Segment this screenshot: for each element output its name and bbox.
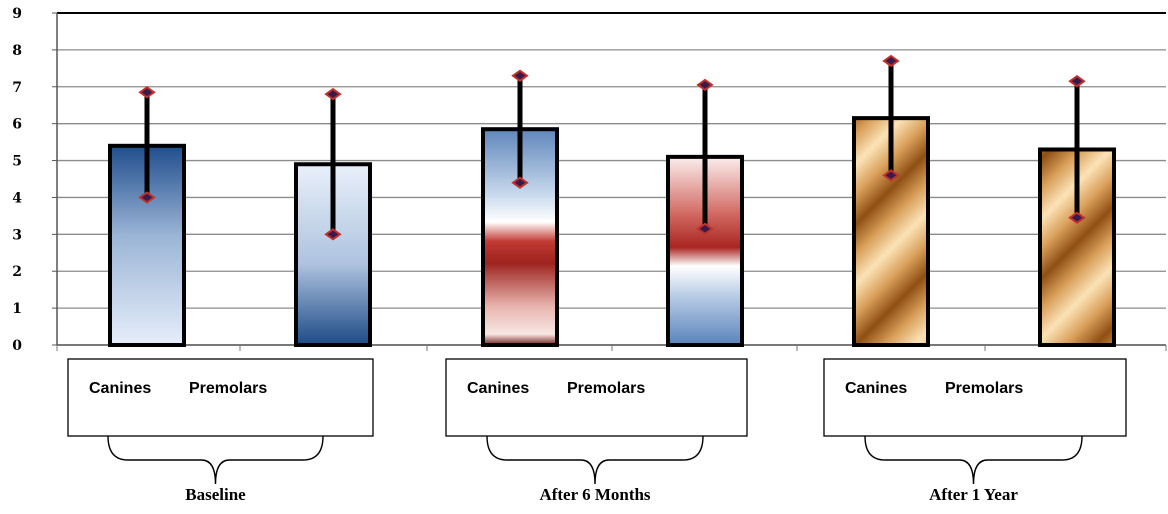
group-brace <box>486 435 704 485</box>
group-label: After 1 Year <box>929 485 1018 504</box>
error-bar-cap-marker <box>138 86 156 99</box>
y-tick-label: 7 <box>12 80 22 96</box>
error-bar-cap-marker <box>882 54 900 68</box>
y-tick-label: 2 <box>12 264 22 280</box>
error-bar-cap-marker <box>882 169 900 182</box>
legend-label-canines: Canines <box>845 380 907 397</box>
legend-label-canines: Canines <box>467 380 529 397</box>
legend-label-premolars: Premolars <box>189 380 267 397</box>
group-label: Baseline <box>185 485 246 504</box>
error-bar-cap-marker <box>324 228 342 241</box>
y-tick-label: 5 <box>12 154 22 170</box>
bars <box>108 54 1116 347</box>
error-bar-cap-marker <box>511 69 529 82</box>
y-tick-label: 9 <box>12 6 22 22</box>
error-bar-cap-marker <box>1068 211 1086 224</box>
error-bar-cap-marker <box>696 78 714 92</box>
y-tick-label: 4 <box>12 190 22 206</box>
error-bar-cap-marker <box>696 222 714 236</box>
y-tick-label: 8 <box>12 43 22 59</box>
error-bar-cap-marker <box>1068 75 1086 88</box>
group-legend-box <box>823 358 1127 437</box>
error-bar-cap-marker <box>138 191 156 204</box>
y-axis: 0 1 2 3 4 5 6 7 8 9 <box>12 6 1167 354</box>
group-legends: Canines Premolars Baseline Canines Premolars… <box>67 358 1127 504</box>
group-brace <box>107 435 324 485</box>
y-tick-label: 6 <box>12 117 22 133</box>
group-legend-box <box>445 358 748 437</box>
grid-lines <box>57 12 1166 346</box>
group-label: After 6 Months <box>539 485 650 504</box>
group-brace <box>864 435 1083 485</box>
legend-label-premolars: Premolars <box>567 380 645 397</box>
error-bar-cap-marker <box>511 176 529 189</box>
group-legend-box <box>67 358 374 437</box>
y-tick-label: 3 <box>12 227 22 243</box>
y-tick-label: 0 <box>12 338 22 354</box>
y-tick-label: 1 <box>12 301 22 317</box>
legend-label-premolars: Premolars <box>945 380 1023 397</box>
error-bar-cap-marker <box>324 87 342 101</box>
legend-label-canines: Canines <box>89 380 151 397</box>
